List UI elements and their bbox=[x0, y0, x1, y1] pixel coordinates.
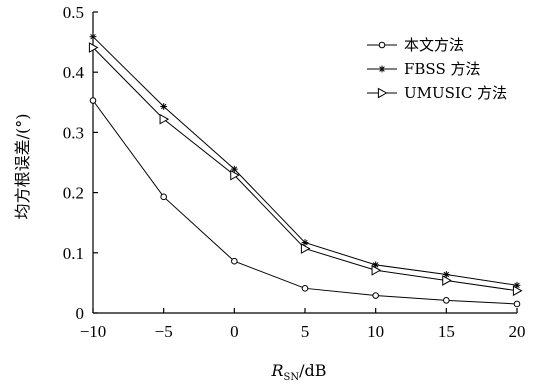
triangle-marker bbox=[442, 275, 452, 286]
x-tick-label: −10 bbox=[80, 322, 107, 341]
y-axis-label: 均方根误差/(°) bbox=[13, 114, 32, 220]
star-marker bbox=[89, 33, 97, 41]
y-ticks: 0 0.1 0.2 0.3 0.4 0.5 bbox=[63, 3, 98, 323]
circle-marker bbox=[513, 300, 521, 308]
circle-marker bbox=[301, 285, 309, 292]
triangle-marker bbox=[300, 243, 311, 254]
circle-marker bbox=[443, 297, 450, 304]
circle-marker bbox=[378, 41, 386, 49]
legend-label: UMUSIC 方法 bbox=[404, 84, 507, 102]
circle-marker bbox=[89, 97, 97, 104]
star-marker bbox=[442, 271, 450, 278]
x-axis-label-unit: /dB bbox=[299, 361, 326, 380]
star-stroke bbox=[302, 239, 308, 246]
x-tick-label: 0 bbox=[230, 322, 239, 341]
circle-marker bbox=[231, 257, 238, 265]
star-marker bbox=[160, 103, 168, 110]
triangle-marker bbox=[377, 87, 388, 99]
legend-label: FBSS 方法 bbox=[404, 60, 481, 78]
y-tick-label: 0 bbox=[76, 304, 85, 323]
star-marker bbox=[378, 65, 386, 73]
star-stroke bbox=[379, 66, 385, 72]
legend-item: FBSS 方法 bbox=[367, 60, 481, 78]
star-marker bbox=[230, 165, 238, 173]
triangle-marker bbox=[88, 42, 99, 53]
axes bbox=[92, 12, 517, 314]
legend-item: 本文方法 bbox=[367, 36, 464, 54]
triangle-marker bbox=[371, 264, 382, 276]
y-tick-label: 0.2 bbox=[63, 184, 84, 203]
star-stroke bbox=[90, 33, 96, 40]
series-star bbox=[89, 33, 521, 289]
x-tick-label: −5 bbox=[155, 322, 173, 341]
x-axis-label: RSN/dB bbox=[270, 361, 326, 383]
x-ticks: −10 −5 0 5 10 15 20 bbox=[80, 308, 526, 341]
x-tick-label: 5 bbox=[301, 322, 310, 341]
x-axis-label-sub: SN bbox=[284, 372, 300, 383]
triangle-marker bbox=[159, 113, 170, 125]
x-tick-label: 15 bbox=[438, 322, 455, 341]
circle-marker bbox=[372, 292, 379, 299]
star-stroke bbox=[443, 271, 450, 278]
circle-marker bbox=[160, 193, 167, 201]
triangle-marker bbox=[230, 169, 240, 181]
y-tick-label: 0.1 bbox=[63, 244, 84, 263]
y-tick-label: 0.3 bbox=[63, 123, 84, 142]
series-layer bbox=[88, 33, 523, 308]
y-tick-label: 0.5 bbox=[63, 3, 84, 22]
star-stroke bbox=[160, 103, 167, 110]
series-circle bbox=[89, 97, 521, 308]
legend-item: UMUSIC 方法 bbox=[367, 84, 507, 102]
triangle-marker bbox=[512, 285, 523, 297]
legend-label: 本文方法 bbox=[404, 36, 464, 54]
series-line bbox=[92, 100, 518, 305]
legend: 本文方法 FBSS 方法 UMUSIC 方法 bbox=[367, 36, 507, 102]
x-axis-label-main: R bbox=[270, 361, 283, 380]
series-triangle-right bbox=[88, 42, 523, 297]
star-marker bbox=[301, 239, 309, 246]
x-tick-label: 10 bbox=[367, 322, 384, 341]
y-tick-label: 0.4 bbox=[63, 63, 85, 82]
star-stroke bbox=[231, 166, 238, 172]
x-tick-label: 20 bbox=[509, 322, 526, 341]
